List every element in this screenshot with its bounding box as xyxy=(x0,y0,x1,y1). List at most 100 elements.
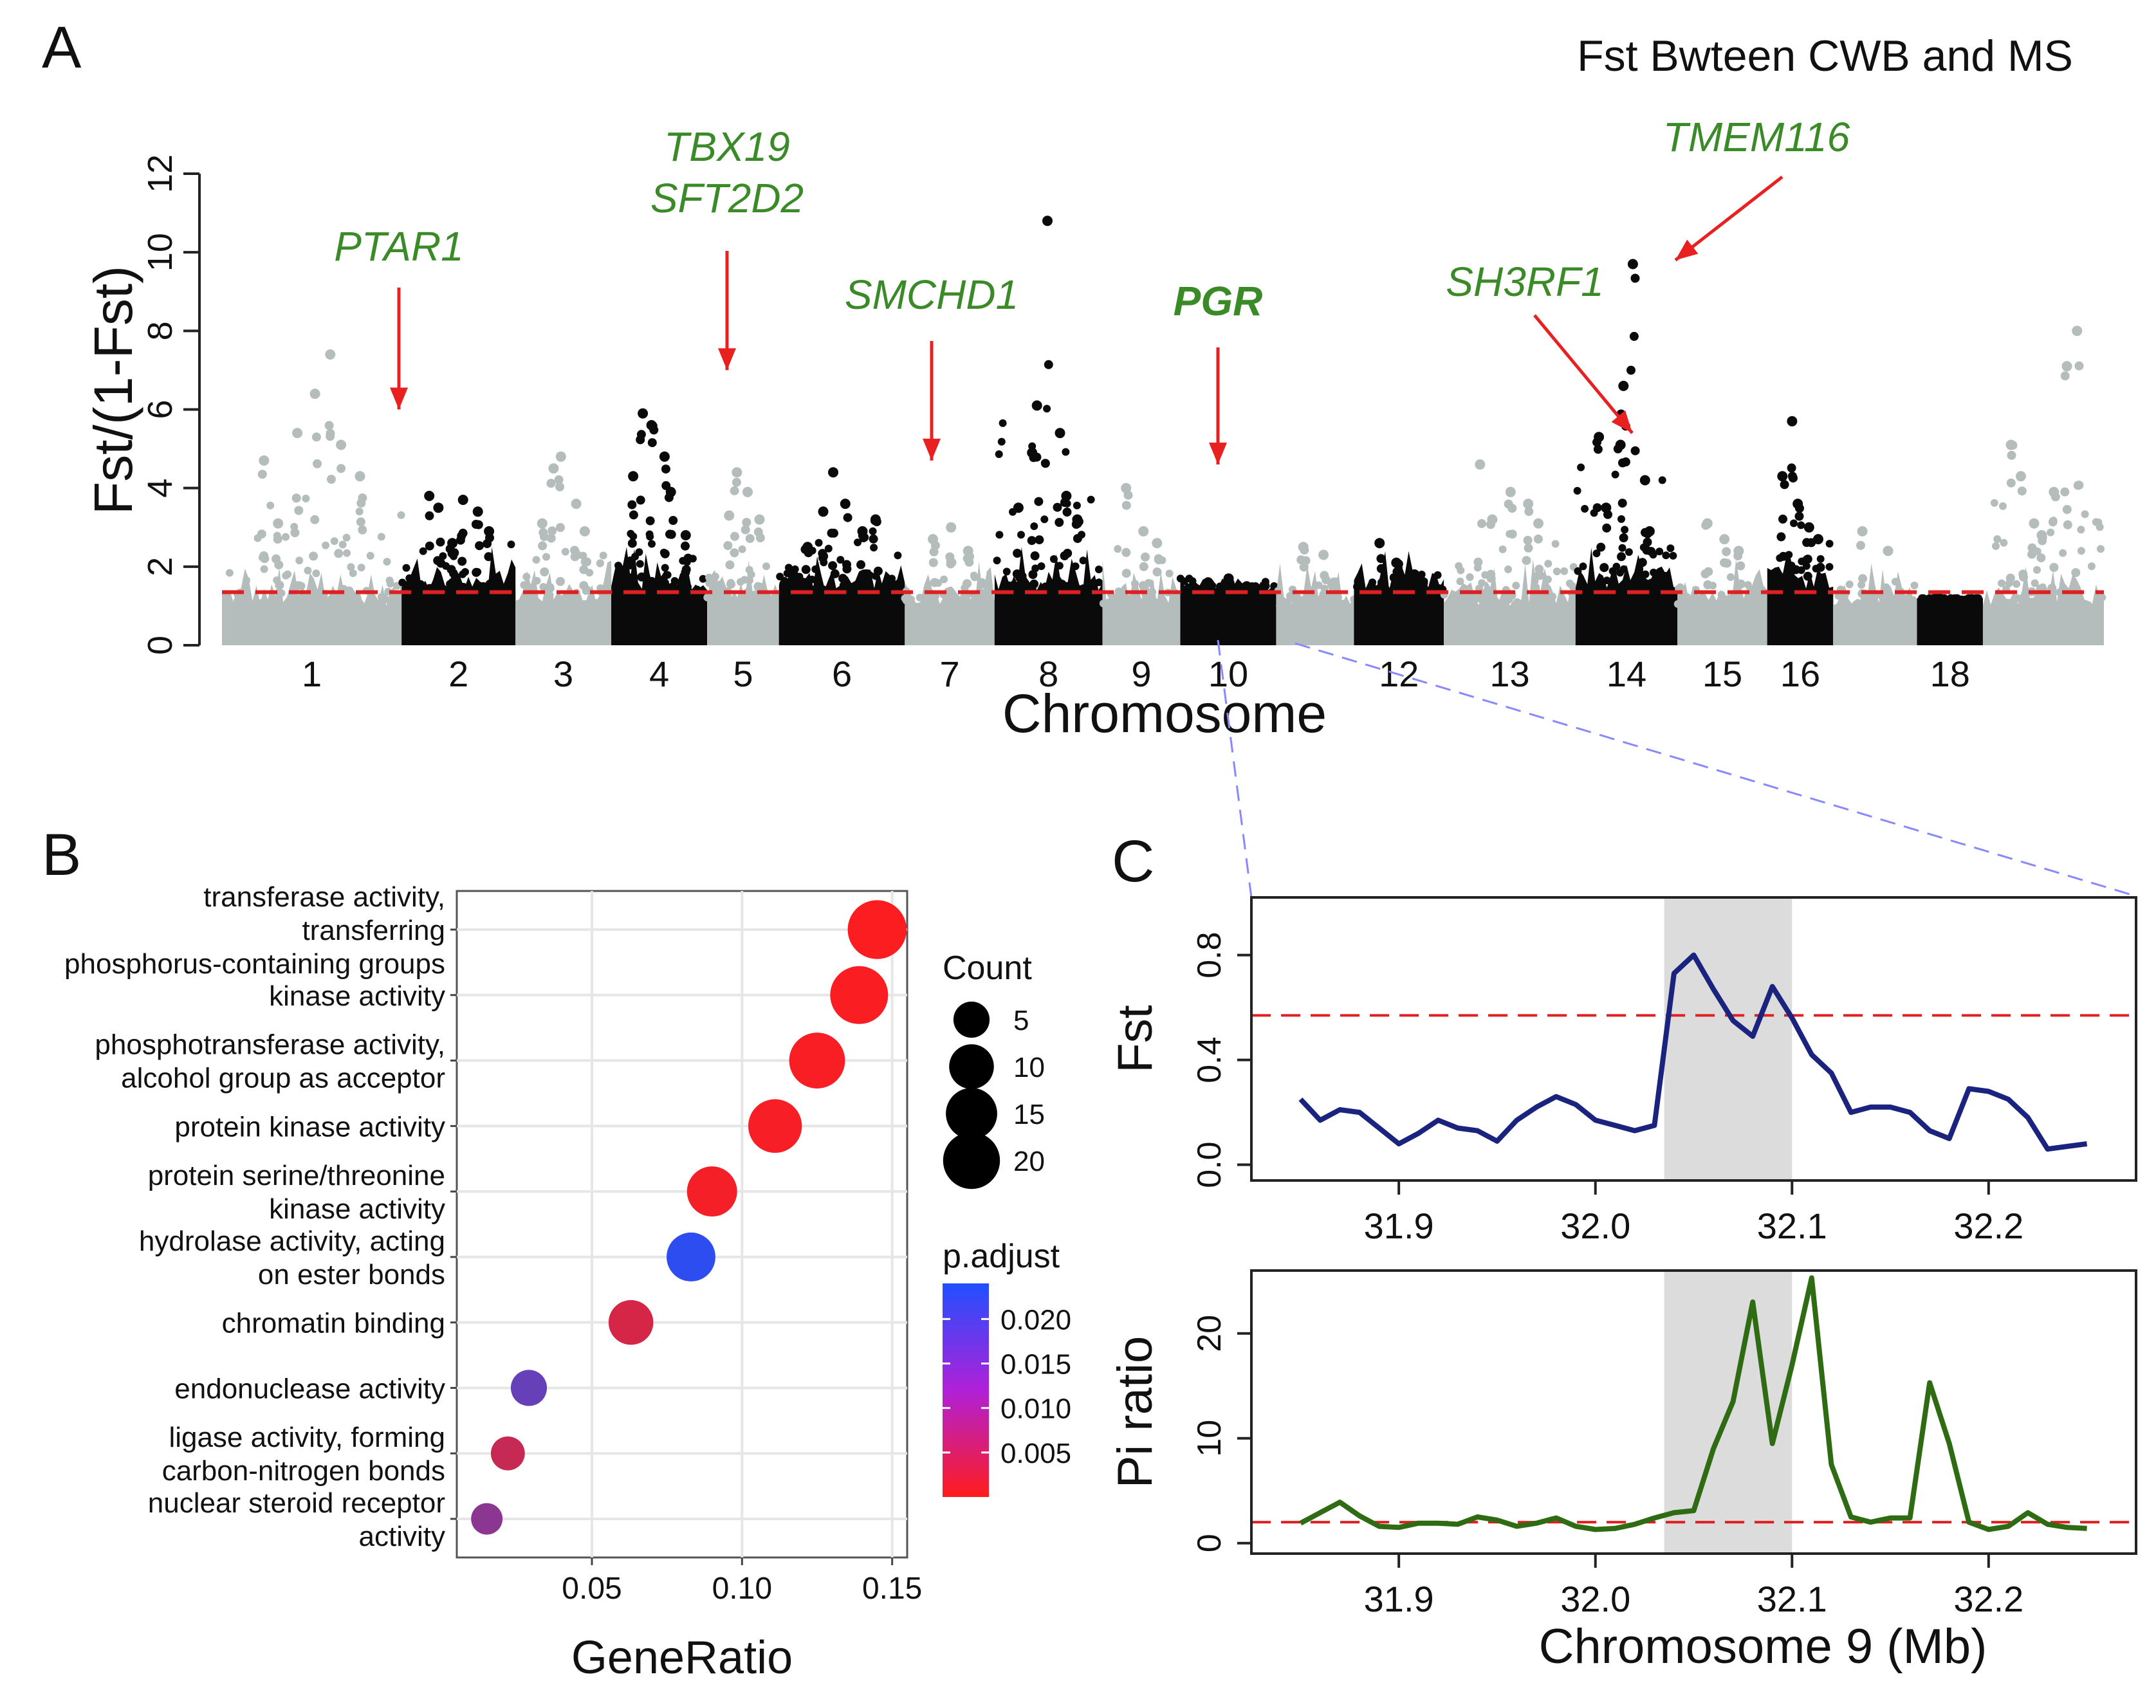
snp-point xyxy=(377,533,385,541)
snp-point xyxy=(313,459,322,468)
snp-point xyxy=(1184,583,1193,591)
snp-point xyxy=(1621,526,1629,534)
go-term-label: kinase activity xyxy=(269,1193,445,1225)
snp-point xyxy=(711,573,719,581)
snp-point xyxy=(1063,549,1073,558)
snp-point xyxy=(843,513,852,522)
snp-point xyxy=(402,564,410,572)
snp-point xyxy=(791,565,799,573)
manhattan-spikes-chr13 xyxy=(1444,559,1576,645)
snp-point xyxy=(1015,573,1025,583)
snp-point xyxy=(1646,578,1656,588)
y-tick-label: 10 xyxy=(1191,1420,1228,1457)
snp-point xyxy=(1908,599,1917,607)
snp-point xyxy=(2033,565,2041,574)
manhattan-points xyxy=(222,216,2106,645)
snp-point xyxy=(725,560,735,570)
x-tick-label: 31.9 xyxy=(1364,1206,1434,1246)
snp-point xyxy=(313,601,321,610)
snp-point xyxy=(1775,571,1783,580)
manhattan-spikes-chr18 xyxy=(1917,598,1983,645)
snp-point xyxy=(520,581,528,589)
x-tick-label-chr14: 14 xyxy=(1607,654,1646,694)
snp-point xyxy=(1619,565,1628,573)
y-tick-label: 10 xyxy=(141,233,180,271)
snp-point xyxy=(741,525,750,535)
snp-point xyxy=(450,548,459,558)
snp-point xyxy=(670,577,679,585)
snp-point xyxy=(327,601,335,610)
snp-point xyxy=(746,576,753,585)
snp-point xyxy=(533,576,541,585)
snp-peak-point xyxy=(680,530,691,540)
snp-point xyxy=(1577,463,1585,472)
count-legend-label: 10 xyxy=(1013,1052,1045,1083)
snp-point xyxy=(1852,600,1860,609)
snp-point xyxy=(1947,594,1955,602)
snp-point xyxy=(1028,570,1038,579)
snp-point xyxy=(546,479,556,488)
snp-point xyxy=(1034,497,1044,506)
snp-point xyxy=(475,541,484,551)
x-tick-label-chr2: 2 xyxy=(448,654,468,694)
snp-point xyxy=(627,538,637,548)
snp-point xyxy=(272,554,281,564)
snp-point xyxy=(1875,601,1883,610)
snp-point xyxy=(2027,543,2037,553)
snp-peak-point xyxy=(1523,499,1534,510)
snp-point xyxy=(1573,486,1581,495)
snp-point xyxy=(1135,601,1143,610)
snp-point xyxy=(546,591,554,599)
snp-point xyxy=(970,573,979,582)
snp-point xyxy=(1625,548,1633,556)
snp-point xyxy=(1559,597,1567,605)
snp-point xyxy=(1612,562,1621,571)
snp-point xyxy=(1079,556,1087,565)
snp-point xyxy=(1159,596,1166,604)
snp-point xyxy=(1394,559,1403,569)
snp-point xyxy=(472,567,481,577)
snp-point xyxy=(660,578,669,588)
snp-point xyxy=(555,576,565,586)
go-term-dot xyxy=(830,966,889,1024)
snp-point xyxy=(484,552,493,562)
snp-point xyxy=(1314,581,1323,589)
snp-point xyxy=(780,576,789,585)
snp-point xyxy=(1816,555,1825,563)
y-tick-label: 20 xyxy=(1191,1315,1228,1352)
snp-point xyxy=(1990,499,1998,507)
snp-point xyxy=(1611,470,1619,479)
snp-point xyxy=(1276,594,1285,603)
snp-point xyxy=(1318,594,1327,603)
snp-point xyxy=(860,533,869,542)
snp-point xyxy=(324,421,334,430)
snp-point xyxy=(456,535,465,545)
snp-point xyxy=(1581,504,1589,513)
snp-peak-point xyxy=(1055,428,1065,439)
y-tick-label: 8 xyxy=(141,321,180,340)
y-tick-label: 4 xyxy=(141,479,180,498)
snp-point xyxy=(1532,583,1540,591)
snp-peak-point xyxy=(424,490,435,501)
snp-point xyxy=(356,600,364,608)
snp-point xyxy=(326,428,335,438)
snp-point xyxy=(1637,558,1647,567)
snp-point xyxy=(2062,505,2072,514)
snp-point xyxy=(546,533,556,543)
snp-point xyxy=(1816,562,1825,572)
snp-point xyxy=(2041,601,2049,610)
snp-point xyxy=(1073,501,1081,510)
snp-point xyxy=(1998,579,2005,587)
y-axis-label: Fst/(1-Fst) xyxy=(83,266,143,515)
snp-point xyxy=(266,501,275,510)
snp-point xyxy=(1062,448,1070,456)
snp-point xyxy=(1664,583,1672,592)
snp-peak-point xyxy=(259,455,270,466)
snp-point xyxy=(1992,542,2000,550)
snp-point xyxy=(1891,578,1899,586)
gene-arrow xyxy=(1674,176,1783,262)
snp-point xyxy=(1013,549,1022,558)
snp-point xyxy=(1825,563,1834,571)
snp-point xyxy=(1473,557,1483,567)
